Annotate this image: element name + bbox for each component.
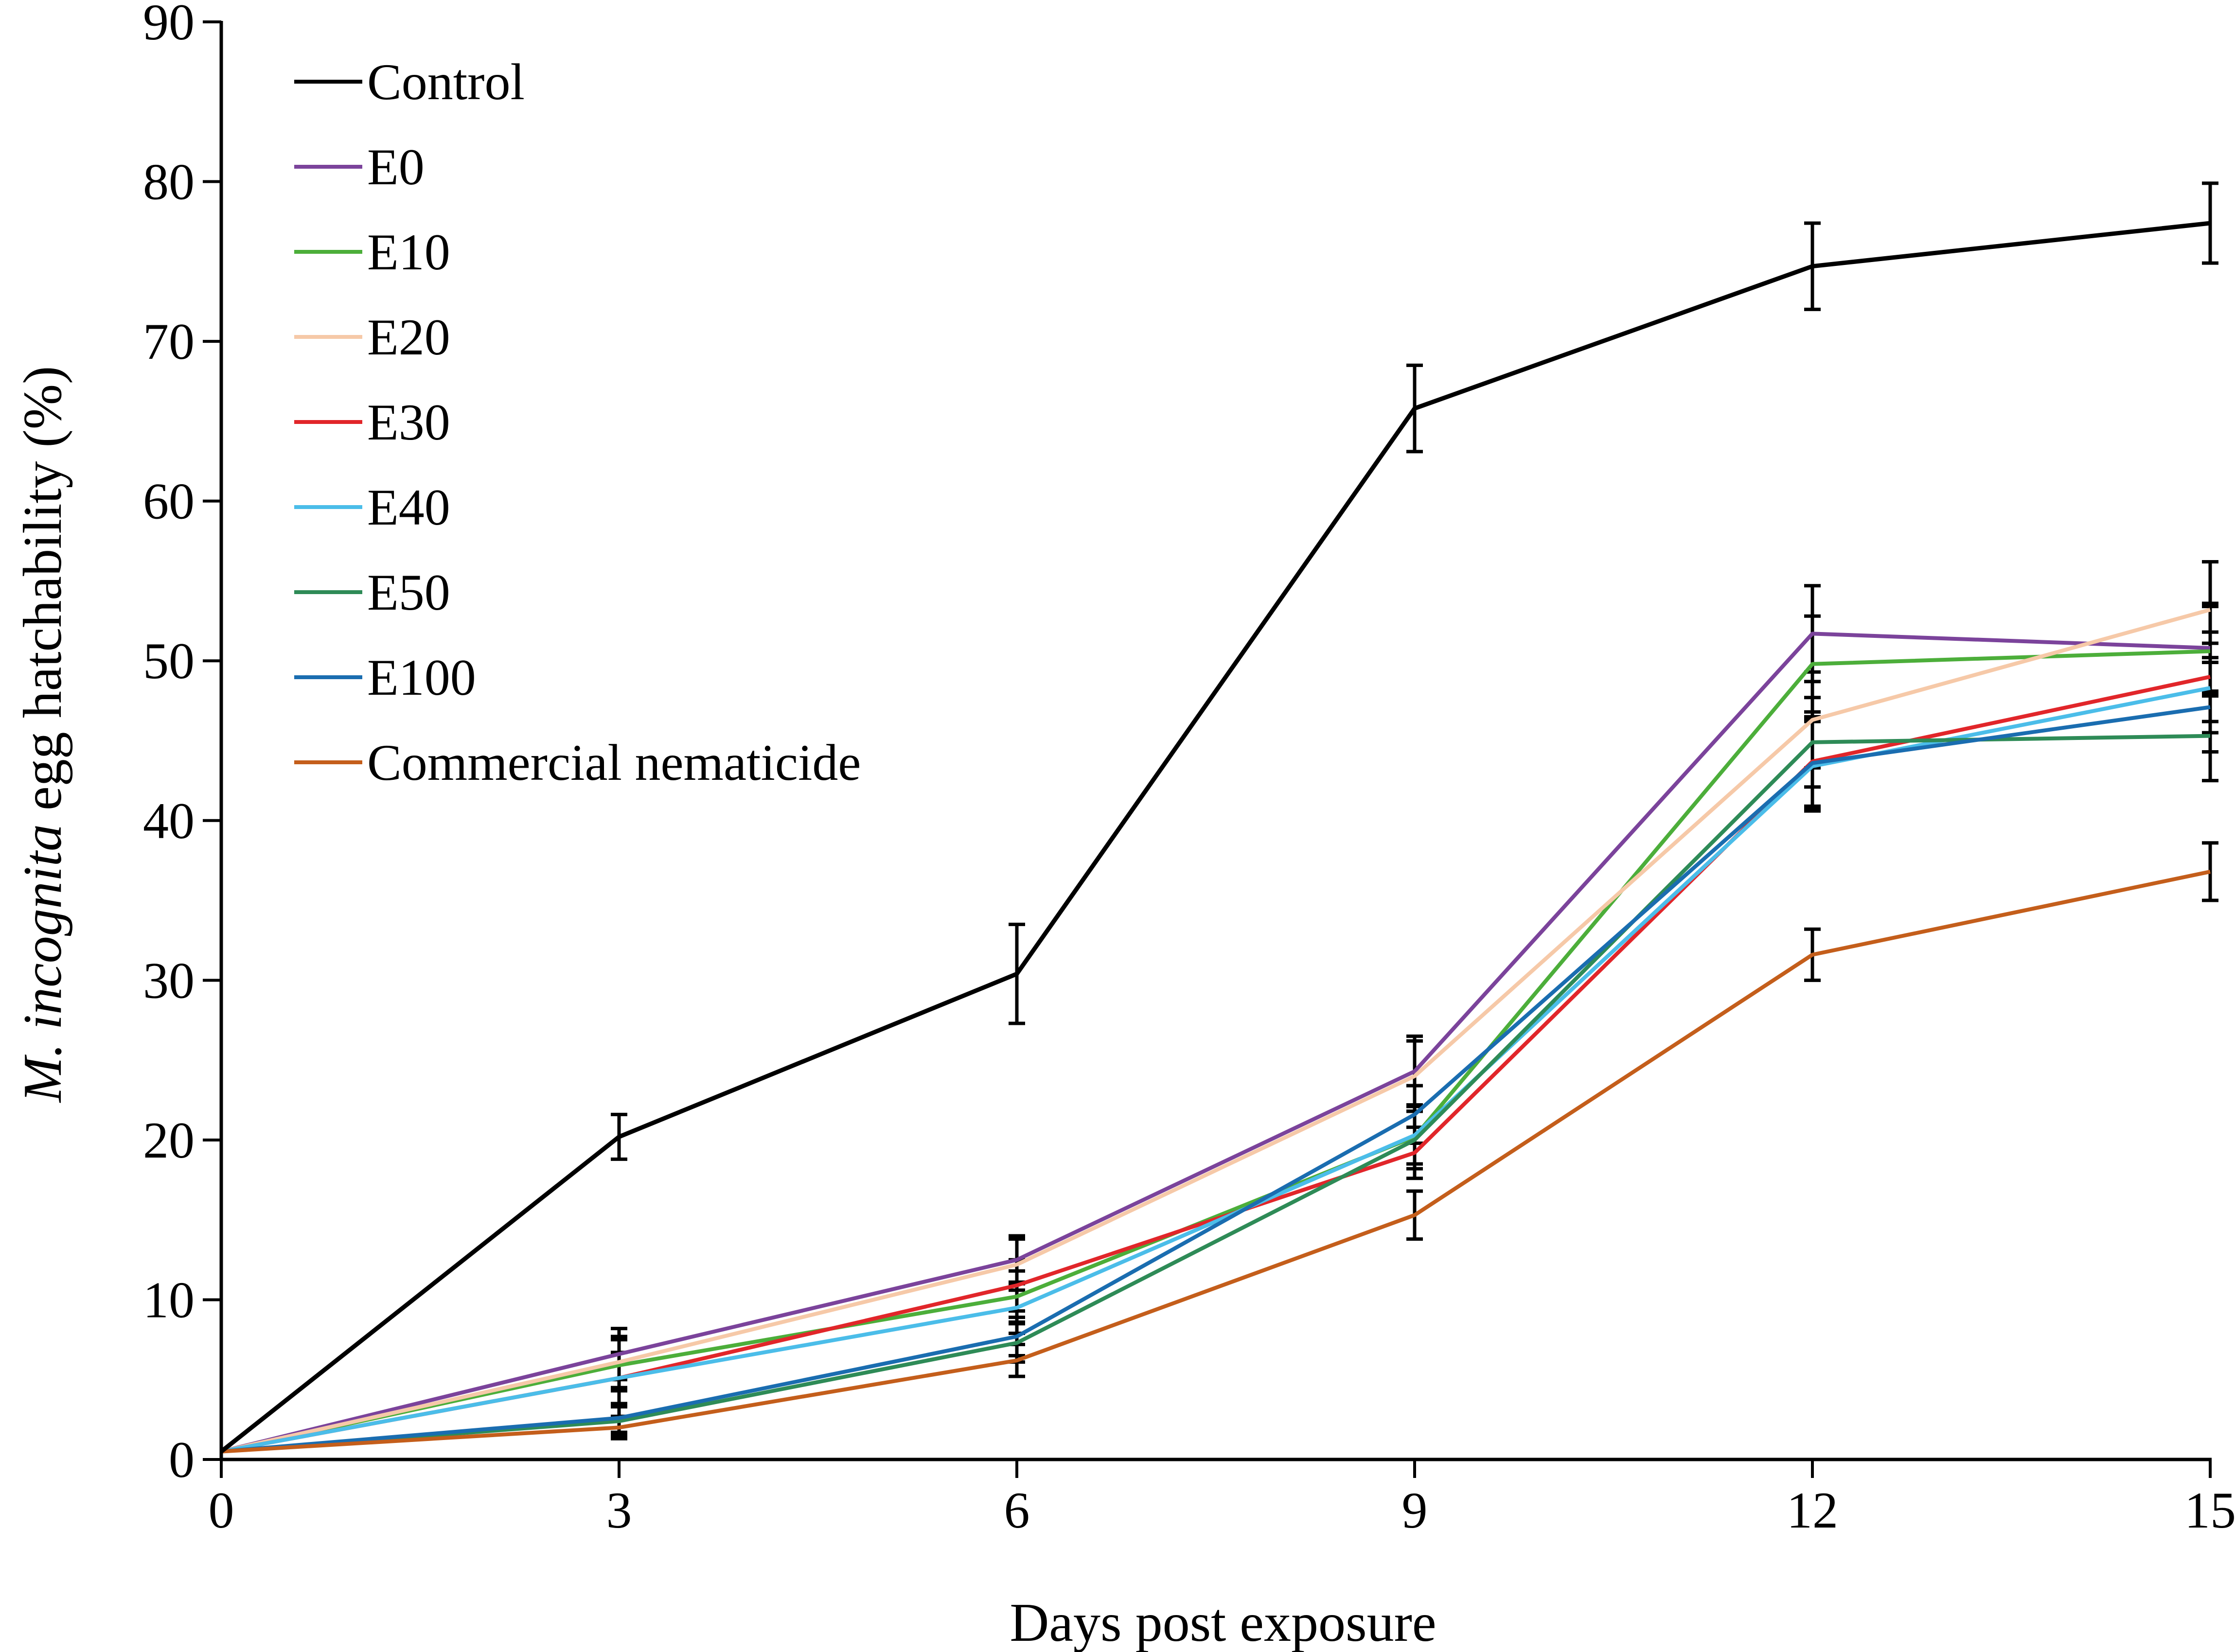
y-tick-label: 70 (143, 313, 195, 370)
series-line-e30 (221, 675, 2211, 1454)
legend-item-e20: E20 (294, 309, 450, 366)
y-tick-label: 50 (143, 633, 195, 689)
legend-item-commercial-nematicide: Commercial nematicide (294, 734, 861, 791)
legend-label: E100 (367, 649, 476, 706)
legend-label: E20 (367, 309, 450, 366)
series-line-e40 (221, 686, 2211, 1454)
y-tick-label: 30 (143, 952, 195, 1009)
series-line-e100 (221, 705, 2211, 1454)
x-axis-title: Days post exposure (1010, 1593, 1436, 1652)
y-tick-label: 60 (143, 473, 195, 530)
legend-item-control: Control (294, 53, 525, 110)
legend-label: Commercial nematicide (367, 734, 861, 791)
legend-item-e100: E100 (294, 649, 476, 706)
legend-item-e0: E0 (294, 139, 425, 195)
y-axis-title-species: M. incognita (13, 824, 73, 1103)
x-tick-label: 12 (1787, 1482, 1838, 1539)
axes (219, 21, 2212, 1461)
legend-item-e30: E30 (294, 394, 450, 451)
legend-item-e10: E10 (294, 224, 450, 281)
y-tick-label: 90 (143, 0, 195, 51)
y-tick-label: 40 (143, 792, 195, 849)
x-tick-label: 0 (209, 1482, 234, 1539)
legend-label: E50 (367, 564, 450, 621)
y-tick-label: 80 (143, 154, 195, 211)
series-line-commercial-nematicide (221, 870, 2211, 1454)
error-bars (611, 181, 2218, 1441)
y-tick-label: 0 (169, 1431, 195, 1488)
legend-label: E30 (367, 394, 450, 451)
legend: Control E0 E10 E20 E30 E40 E50 E100 Commercial n… (294, 53, 861, 791)
series-lines (220, 221, 2211, 1454)
legend-item-e40: E40 (294, 479, 450, 536)
ticks: 0 10 20 30 40 50 60 70 80 90 0 3 6 9 12 15 (143, 0, 2235, 1539)
x-tick-label: 6 (1004, 1482, 1030, 1539)
legend-label: E0 (367, 139, 425, 195)
y-axis-title-rest: egg hatchability (%) (13, 366, 73, 824)
series-line-e0 (221, 632, 2211, 1454)
series-line-e10 (221, 649, 2211, 1454)
y-tick-label: 10 (143, 1271, 195, 1328)
series-line-e50 (221, 734, 2211, 1454)
legend-item-e50: E50 (294, 564, 450, 621)
x-tick-label: 9 (1402, 1482, 1428, 1539)
x-tick-label: 15 (2184, 1482, 2235, 1539)
legend-label: Control (367, 53, 525, 110)
legend-label: E10 (367, 224, 450, 281)
legend-label: E40 (367, 479, 450, 536)
series-line-e20 (221, 608, 2211, 1454)
y-tick-label: 20 (143, 1112, 195, 1169)
y-axis-title: M. incognita egg hatchability (%) (13, 366, 73, 1104)
series-line-control (220, 221, 2211, 1454)
x-tick-label: 3 (606, 1482, 632, 1539)
